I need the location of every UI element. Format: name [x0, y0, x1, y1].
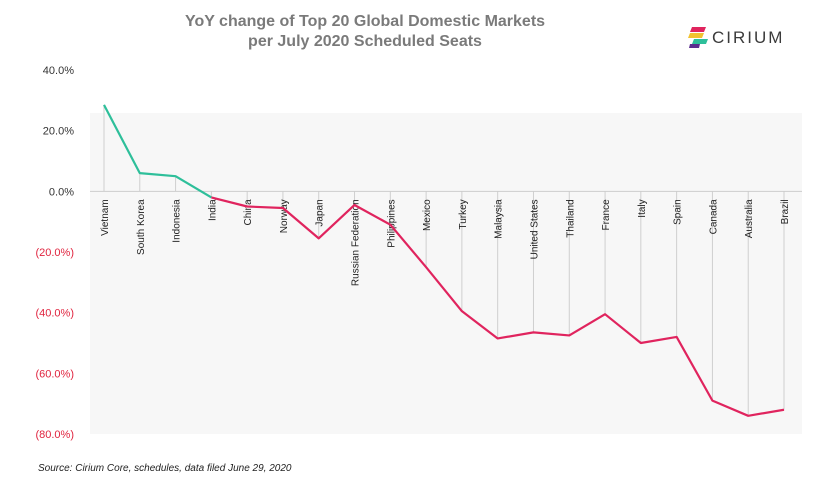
x-tick-label: France	[601, 199, 612, 231]
y-tick-label: (60.0%)	[35, 368, 74, 380]
x-tick-label: United States	[529, 199, 540, 259]
x-axis-labels: Vietnam South Korea Indonesia India China Nor…	[100, 199, 791, 286]
x-tick-label: Russian Federation	[351, 199, 362, 286]
series-line-positive	[103, 104, 212, 199]
source-note: Source: Cirium Core, schedules, data fil…	[38, 463, 292, 474]
x-tick-label: Canada	[708, 199, 719, 234]
series-line-negative	[211, 196, 785, 417]
y-axis-ticks: 40.0% 20.0% 0.0% (20.0%) (40.0%) (60.0%) (80.0…	[35, 65, 74, 441]
cirium-logo: CIRIUM	[688, 25, 798, 55]
series-lines	[103, 104, 785, 417]
chart-title-line-2: per July 2020 Scheduled Seats	[248, 33, 482, 50]
x-tick-label: South Korea	[136, 199, 147, 255]
x-tick-label: Mexico	[422, 199, 433, 231]
y-tick-label: 20.0%	[43, 126, 74, 138]
x-tick-label: India	[207, 199, 218, 221]
drop-lines	[90, 104, 802, 416]
y-tick-label: (40.0%)	[35, 308, 74, 320]
x-tick-label: Turkey	[458, 199, 469, 229]
y-tick-label: (20.0%)	[35, 247, 74, 259]
x-tick-label: Italy	[637, 199, 648, 217]
y-tick-label: 0.0%	[49, 186, 74, 198]
cirium-logo-icon	[688, 27, 708, 48]
x-tick-label: Spain	[673, 199, 684, 225]
chart-title-line-1: YoY change of Top 20 Global Domestic Mar…	[184, 13, 546, 30]
x-tick-label: Vietnam	[100, 199, 111, 236]
x-tick-label: Japan	[315, 199, 326, 226]
y-tick-label: (80.0%)	[35, 429, 74, 441]
x-tick-label: Philippines	[386, 199, 397, 247]
x-tick-label: Brazil	[780, 199, 791, 224]
x-tick-label: Malaysia	[494, 199, 505, 239]
x-tick-label: Australia	[744, 199, 755, 238]
x-tick-label: Norway	[279, 199, 290, 233]
cirium-logo-text: CIRIUM	[712, 28, 785, 47]
x-tick-label: China	[243, 199, 254, 226]
x-tick-label: Indonesia	[172, 199, 183, 243]
y-tick-label: 40.0%	[43, 65, 74, 77]
chart-title: YoY change of Top 20 Global Domestic Mar…	[150, 12, 580, 52]
plot-area	[90, 113, 802, 434]
x-tick-label: Thailand	[565, 199, 576, 237]
